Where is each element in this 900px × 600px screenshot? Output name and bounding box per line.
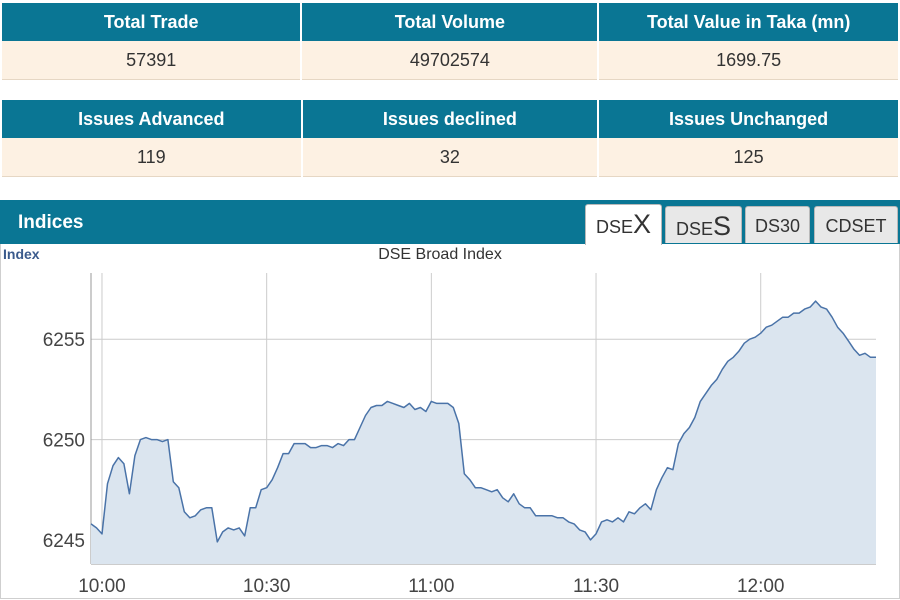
dse-broad-index-chart: 6245 6250 6255 10:00 10:30 11:00 11:30 12:00 [43, 273, 876, 597]
x-tick-label: 12:00 [737, 576, 785, 597]
y-tick-label: 6255 [43, 330, 85, 351]
issues-declined-value: 32 [302, 138, 598, 177]
tab-cdset[interactable]: CDSET [814, 206, 898, 243]
issues-summary-table: Issues Advanced Issues declined Issues U… [0, 100, 900, 177]
total-volume-header: Total Volume [302, 3, 598, 41]
index-area-fill [91, 301, 876, 564]
x-tick-label: 10:00 [78, 576, 126, 597]
y-tick-label: 6250 [43, 431, 85, 452]
x-tick-label: 11:30 [573, 576, 619, 597]
tab-cdset-label: CDSET [825, 216, 887, 236]
x-tick-label: 11:00 [408, 576, 454, 597]
chart-title: DSE Broad Index [378, 246, 502, 263]
market-summary-table: Total Trade Total Volume Total Value in … [0, 3, 900, 80]
y-axis-label: Index [3, 246, 40, 262]
issues-advanced-value: 119 [2, 138, 301, 177]
tab-dsex-prefix: DSE [595, 217, 633, 237]
total-trade-header: Total Trade [2, 3, 301, 41]
tab-dses-suffix: S [713, 211, 732, 241]
total-trade-value: 57391 [2, 41, 301, 80]
tab-ds30-label: DS30 [754, 216, 801, 236]
index-series-line [90, 300, 876, 543]
tab-dsex-suffix: X [633, 209, 652, 239]
y-tick-label: 6245 [43, 531, 85, 552]
tab-dses-prefix: DSE [675, 219, 713, 239]
tab-dses[interactable]: DSES [665, 206, 742, 243]
total-value-value: 1699.75 [599, 41, 898, 80]
tab-ds30[interactable]: DS30 [745, 206, 810, 243]
issues-unchanged-value: 125 [599, 138, 898, 177]
x-tick-label: 10:30 [243, 576, 291, 597]
issues-unchanged-header: Issues Unchanged [599, 100, 898, 138]
total-value-header: Total Value in Taka (mn) [599, 3, 898, 41]
total-volume-value: 49702574 [302, 41, 598, 80]
indices-title: Indices [18, 212, 84, 233]
issues-advanced-header: Issues Advanced [2, 100, 301, 138]
tab-dsex[interactable]: DSEX [585, 204, 662, 245]
issues-declined-header: Issues declined [302, 100, 598, 138]
